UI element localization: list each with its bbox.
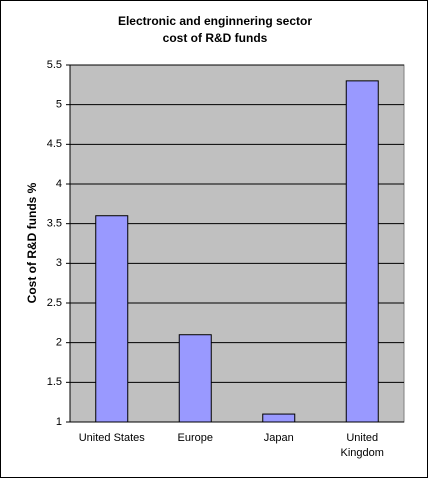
y-tick-label: 3.5	[47, 218, 62, 230]
x-tick-label: United Kingdom	[340, 432, 384, 459]
x-tick-label: Japan	[263, 432, 294, 444]
y-tick-label: 4	[56, 178, 62, 190]
x-tick-label: Europe	[177, 432, 213, 444]
y-tick-label: 1.5	[47, 376, 62, 388]
bar	[262, 413, 296, 423]
y-tick-label: 1	[56, 416, 62, 428]
bar	[345, 80, 379, 423]
bar	[95, 215, 129, 423]
bar	[178, 334, 212, 423]
chart-title: Electronic and enginnering sector	[118, 14, 312, 28]
x-tick-label: United States	[78, 432, 145, 444]
chart-title: cost of R&D funds	[163, 31, 268, 45]
y-axis-title: Cost of R&D funds %	[25, 182, 39, 303]
y-tick-label: 4.5	[47, 138, 62, 150]
y-tick-label: 5	[56, 99, 62, 111]
y-tick-label: 2.5	[47, 297, 62, 309]
y-tick-label: 5.5	[47, 59, 62, 71]
y-tick-label: 2	[56, 337, 62, 349]
y-tick-label: 3	[56, 257, 62, 269]
